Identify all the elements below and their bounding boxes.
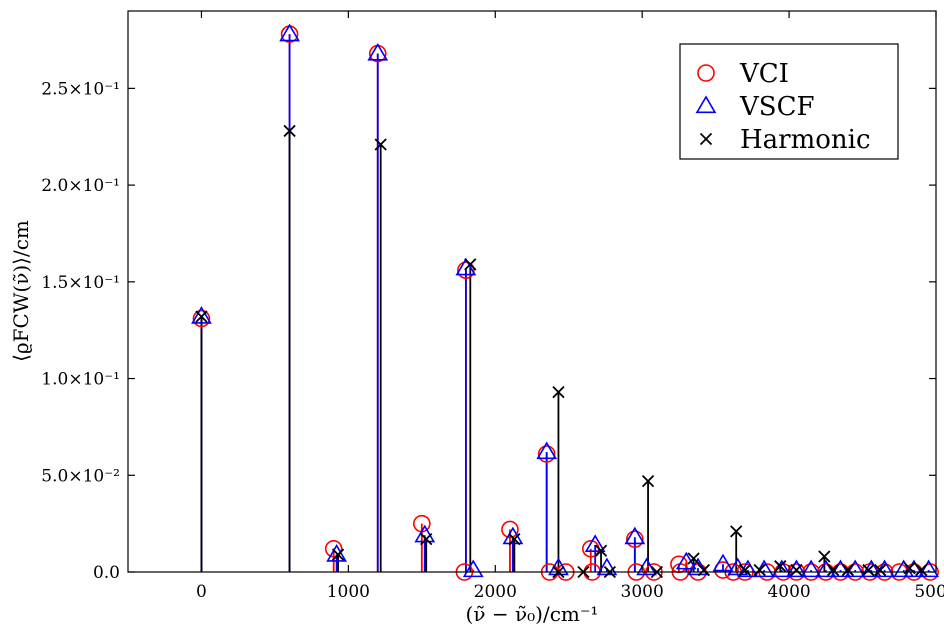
harmonic-point (774, 560, 787, 573)
vscf-point (462, 559, 484, 578)
harmonic-point (915, 563, 928, 577)
legend-vscf-label: VSCF (739, 92, 815, 122)
y-tick-label: 1.5×10⁻¹ (41, 273, 120, 293)
markers (191, 23, 940, 581)
vscf-point (687, 557, 709, 576)
vscf-point (830, 559, 851, 578)
y-tick-label: 2.5×10⁻¹ (41, 79, 120, 99)
legend-box (679, 43, 899, 160)
harmonic-point (827, 563, 840, 577)
vscf-point (624, 526, 646, 545)
vci-point (626, 530, 644, 548)
vscf-point (844, 559, 866, 578)
vscf-point (918, 559, 940, 578)
y-axis-ticks: 0.0 5.0×10⁻² 1.0×10⁻¹ 1.5×10⁻¹ 2.0×10⁻¹ 2.5×1… (41, 79, 936, 583)
vci-point (501, 520, 519, 539)
legend-vci-marker (697, 64, 715, 82)
vscf-point (800, 559, 822, 578)
x-tick-label: 1000 (327, 582, 370, 602)
vscf-point (455, 257, 477, 276)
vci-point (457, 261, 475, 280)
y-axis-label: ⟨ϱFCW(ν̃)⟩/cm (9, 220, 33, 362)
vscf-point (191, 306, 212, 324)
harmonic-point (738, 563, 752, 577)
harmonic-point (420, 532, 433, 546)
harmonic-point (862, 563, 875, 577)
x-tick-label: 2000 (474, 582, 517, 602)
y-tick-label: 1.0×10⁻¹ (41, 370, 120, 390)
vscf-point (712, 553, 734, 572)
harmonic-point (697, 563, 711, 577)
legend-vscf-marker (695, 95, 717, 114)
y-tick-label: 5.0×10⁻² (41, 466, 120, 486)
vscf-point (536, 441, 558, 460)
x-axis-label: (ν̃ − ν̃₀)/cm⁻¹ (466, 602, 599, 626)
harmonic-point (790, 563, 803, 577)
harmonic-point (374, 138, 387, 151)
vscf-point (279, 23, 300, 42)
x-tick-label: 3000 (621, 582, 664, 602)
legend-harmonic-label: Harmonic (740, 125, 871, 155)
harmonic-point (464, 258, 477, 271)
vscf-point (367, 42, 389, 61)
harmonic-point (552, 385, 565, 399)
harmonic-point (841, 563, 854, 577)
x-tick-label: 4000 (767, 582, 810, 602)
stems (200, 34, 930, 572)
vscf-point (584, 534, 606, 553)
harmonic-point (195, 310, 208, 323)
harmonic-point (874, 563, 887, 577)
vscf-point (326, 544, 348, 562)
harmonic-point (641, 474, 655, 488)
harmonic-point (331, 548, 345, 561)
plot-frame (127, 10, 937, 573)
vscf-point (815, 559, 837, 578)
vscf-point (786, 559, 807, 578)
vci-point (537, 445, 556, 463)
legend-harmonic-marker (699, 132, 713, 146)
y-tick-label: 2.0×10⁻¹ (41, 176, 120, 196)
harmonic-point (687, 552, 700, 565)
harmonic-point (730, 525, 743, 538)
harmonic-point (594, 544, 608, 557)
y-tick-label: 0.0 (93, 563, 120, 583)
harmonic-point (753, 563, 766, 577)
x-tick-label: 0 (196, 582, 207, 602)
vci-point (192, 309, 211, 328)
legend-vci-label: VCI (739, 59, 789, 89)
harmonic-point (283, 124, 296, 138)
vci-point (324, 539, 343, 558)
harmonic-point (508, 532, 521, 546)
harmonic-point (818, 550, 831, 563)
